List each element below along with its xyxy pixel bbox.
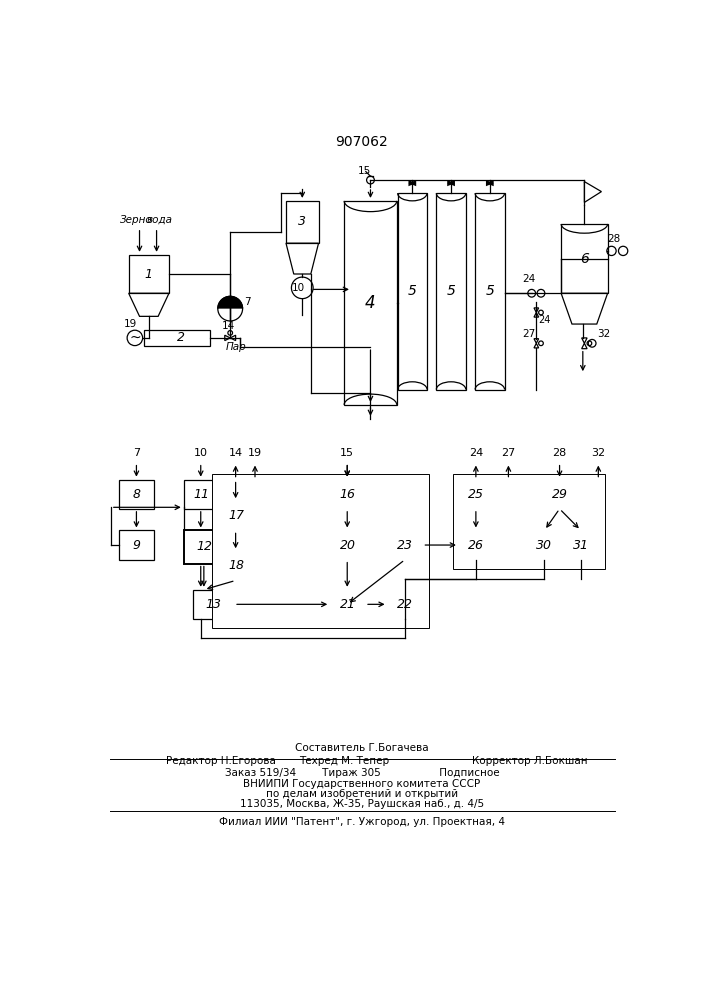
- Text: 9: 9: [133, 539, 141, 552]
- Text: 21: 21: [339, 598, 356, 611]
- Polygon shape: [448, 180, 455, 186]
- Bar: [212, 474, 428, 628]
- Text: 17: 17: [228, 509, 244, 522]
- Text: 5: 5: [408, 284, 416, 298]
- Text: вода: вода: [146, 215, 173, 225]
- Bar: [459, 530, 493, 560]
- Bar: [563, 530, 598, 560]
- Text: 28: 28: [552, 448, 567, 458]
- Text: Редактор Н.Егорова: Редактор Н.Егорова: [166, 756, 276, 766]
- Bar: [144, 330, 210, 346]
- Text: 8: 8: [133, 488, 141, 501]
- Text: 19: 19: [248, 448, 262, 458]
- Polygon shape: [448, 180, 455, 186]
- Bar: [129, 255, 169, 293]
- Text: 5: 5: [447, 284, 455, 298]
- Text: Заказ 519/34        Тираж 305                  Подписное: Заказ 519/34 Тираж 305 Подписное: [225, 768, 499, 778]
- Polygon shape: [409, 180, 416, 186]
- Bar: [218, 501, 253, 530]
- Text: 14: 14: [222, 321, 235, 331]
- Text: 27: 27: [522, 329, 535, 339]
- Text: 113035, Москва, Ж-35, Раушская наб., д. 4/5: 113035, Москва, Ж-35, Раушская наб., д. …: [240, 799, 484, 809]
- Text: 20: 20: [339, 539, 356, 552]
- Text: 10: 10: [194, 448, 208, 458]
- Polygon shape: [409, 180, 416, 186]
- Polygon shape: [486, 180, 493, 186]
- Text: 7: 7: [244, 297, 250, 307]
- Text: 11: 11: [193, 488, 209, 501]
- Text: 15: 15: [340, 448, 354, 458]
- Wedge shape: [218, 296, 243, 309]
- Text: 14: 14: [228, 448, 243, 458]
- Text: 25: 25: [468, 488, 484, 501]
- Bar: [184, 530, 225, 564]
- Text: 18: 18: [228, 559, 244, 572]
- Bar: [330, 480, 365, 509]
- Text: 907062: 907062: [336, 135, 388, 149]
- Bar: [387, 530, 422, 560]
- Bar: [527, 530, 562, 560]
- Bar: [436, 193, 466, 389]
- Text: Корректор Л.Бокшан: Корректор Л.Бокшан: [472, 756, 588, 766]
- Bar: [542, 480, 578, 509]
- Text: ВНИИПИ Государственного комитета СССР: ВНИИПИ Государственного комитета СССР: [243, 779, 481, 789]
- Text: 24: 24: [538, 315, 550, 325]
- Text: Техред М. Тепер: Техред М. Тепер: [299, 756, 389, 766]
- Text: 1: 1: [145, 267, 153, 280]
- Bar: [119, 530, 154, 560]
- Text: 19: 19: [124, 319, 137, 329]
- Bar: [344, 201, 397, 405]
- Text: 5: 5: [486, 284, 494, 298]
- Bar: [330, 530, 365, 560]
- Text: 24: 24: [469, 448, 483, 458]
- Text: 2: 2: [177, 331, 185, 344]
- Text: Пар: Пар: [226, 342, 246, 352]
- Text: 13: 13: [206, 598, 221, 611]
- Bar: [452, 474, 604, 569]
- Text: 12: 12: [197, 540, 212, 553]
- Text: ~: ~: [129, 331, 141, 345]
- Text: 26: 26: [468, 539, 484, 552]
- Bar: [459, 480, 493, 509]
- Text: 3: 3: [298, 215, 306, 228]
- Polygon shape: [486, 180, 493, 186]
- Text: 23: 23: [397, 539, 413, 552]
- Text: 4: 4: [365, 294, 376, 312]
- Text: 28: 28: [607, 234, 621, 244]
- Text: 32: 32: [597, 329, 610, 339]
- Bar: [218, 551, 253, 580]
- Text: 6: 6: [580, 252, 589, 266]
- Bar: [193, 590, 234, 619]
- Text: Зерно: Зерно: [120, 215, 153, 225]
- Bar: [286, 201, 319, 243]
- Text: 31: 31: [573, 539, 589, 552]
- Text: 27: 27: [501, 448, 515, 458]
- Bar: [561, 224, 607, 293]
- Text: 24: 24: [522, 274, 535, 284]
- Bar: [387, 590, 422, 619]
- Bar: [184, 480, 218, 509]
- Bar: [475, 193, 505, 389]
- Text: 22: 22: [397, 598, 413, 611]
- Text: 32: 32: [591, 448, 605, 458]
- Bar: [397, 193, 427, 389]
- Bar: [330, 590, 365, 619]
- Text: 29: 29: [552, 488, 568, 501]
- Text: 16: 16: [339, 488, 356, 501]
- Text: 7: 7: [133, 448, 140, 458]
- Text: по делам изобретений и открытий: по делам изобретений и открытий: [266, 789, 458, 799]
- Text: Составитель Г.Богачева: Составитель Г.Богачева: [295, 743, 428, 753]
- Text: 10: 10: [292, 283, 305, 293]
- Text: 30: 30: [537, 539, 552, 552]
- Text: Филиал ИИИ "Патент", г. Ужгород, ул. Проектная, 4: Филиал ИИИ "Патент", г. Ужгород, ул. Про…: [219, 817, 505, 827]
- Bar: [119, 480, 154, 509]
- Text: 15: 15: [358, 166, 371, 176]
